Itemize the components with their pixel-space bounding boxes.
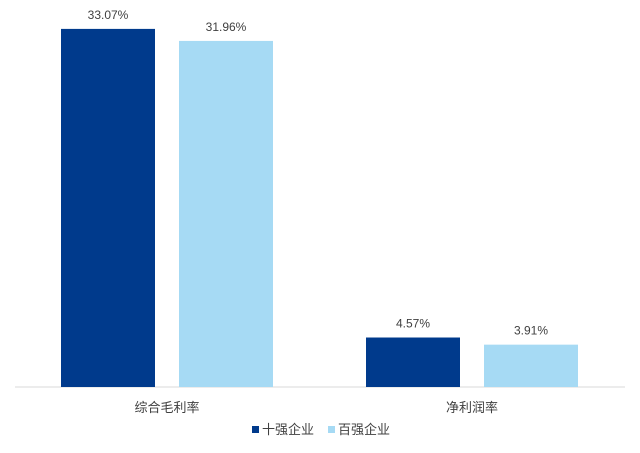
data-label-series-0-category-0: 33.07% (88, 8, 129, 22)
category-label-1: 净利润率 (446, 400, 498, 416)
category-label-0: 综合毛利率 (134, 400, 199, 416)
bar-series-0-category-0 (61, 28, 155, 388)
legend: 十强企业 百强企业 (252, 422, 390, 438)
bar-series-1-category-0 (179, 40, 273, 388)
legend-label-0: 十强企业 (262, 422, 314, 438)
data-label-series-1-category-0: 31.96% (206, 20, 247, 34)
legend-label-1: 百强企业 (338, 422, 390, 438)
legend-swatch-0 (252, 426, 259, 433)
bar-series-1-category-1 (484, 344, 578, 387)
bar-series-0-category-1 (366, 337, 460, 387)
data-label-series-0-category-1: 4.57% (396, 317, 430, 331)
legend-swatch-1 (328, 426, 335, 433)
data-label-series-1-category-1: 3.91% (514, 324, 548, 338)
